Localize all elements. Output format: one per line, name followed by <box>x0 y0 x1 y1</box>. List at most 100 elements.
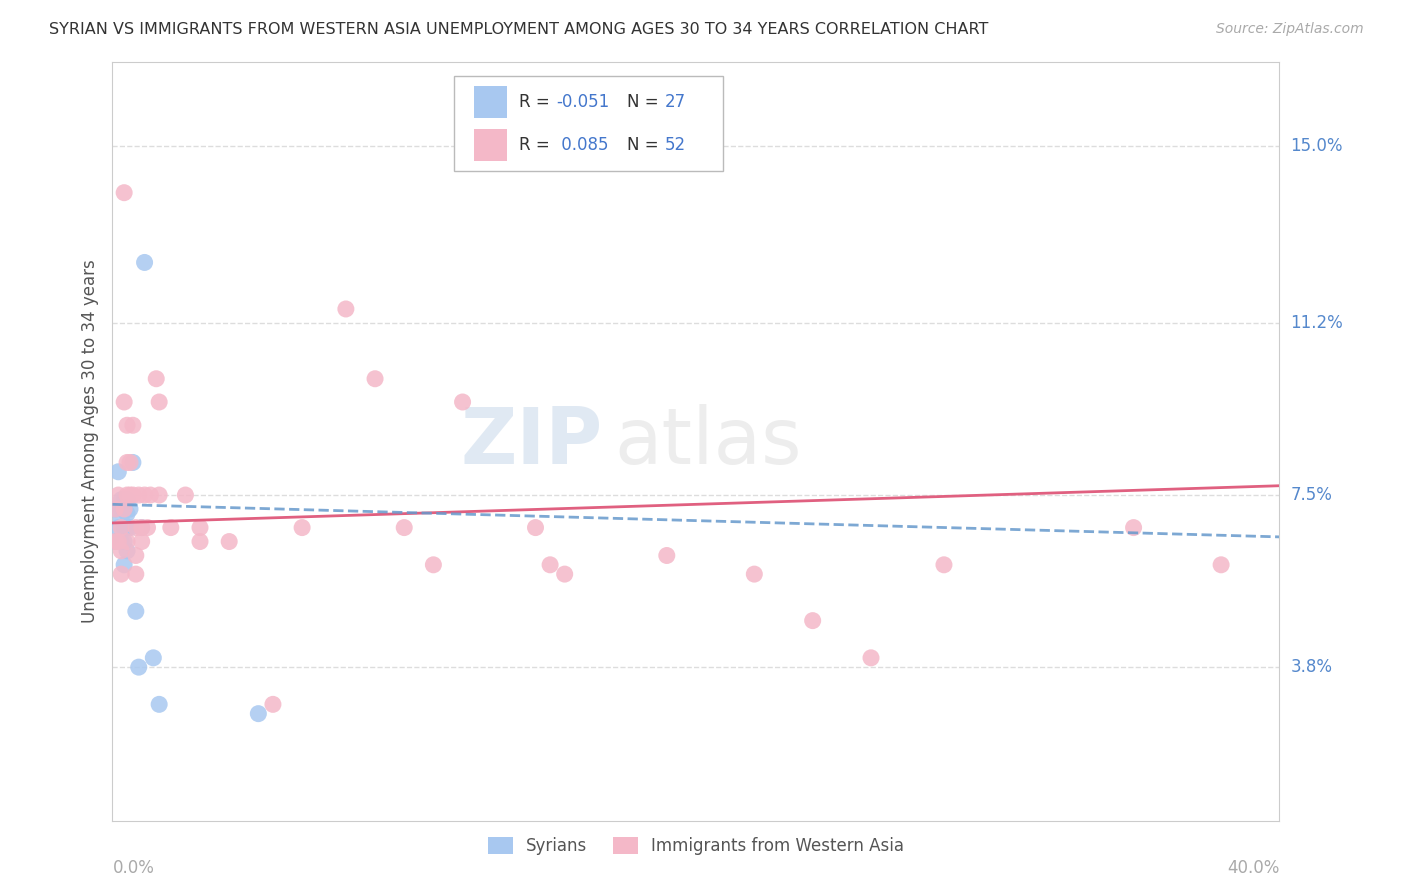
Point <box>112 558 135 572</box>
Y-axis label: Unemployment Among Ages 30 to 34 years: Unemployment Among Ages 30 to 34 years <box>80 260 98 624</box>
Point <box>112 534 135 549</box>
Point <box>160 520 183 534</box>
Point <box>128 660 150 674</box>
Point <box>125 549 148 563</box>
Point <box>932 558 955 572</box>
Point <box>139 488 162 502</box>
Point <box>122 455 145 469</box>
Point <box>134 488 156 502</box>
Point <box>115 507 138 521</box>
Point <box>218 534 240 549</box>
Point <box>131 534 153 549</box>
Point <box>554 567 576 582</box>
Point <box>118 488 141 502</box>
Point <box>115 455 138 469</box>
Point <box>110 492 132 507</box>
Point <box>262 698 284 712</box>
Point <box>110 520 132 534</box>
Point <box>122 488 145 502</box>
Point <box>174 488 197 502</box>
Text: 3.8%: 3.8% <box>1291 658 1333 676</box>
Point <box>801 614 824 628</box>
Point <box>107 488 129 502</box>
Point <box>110 567 132 582</box>
Point <box>112 502 135 516</box>
Text: 11.2%: 11.2% <box>1291 314 1343 332</box>
Text: -0.051: -0.051 <box>555 93 609 111</box>
Point <box>125 520 148 534</box>
Point <box>107 534 129 549</box>
Point <box>112 395 135 409</box>
Point <box>364 372 387 386</box>
Point <box>104 502 127 516</box>
FancyBboxPatch shape <box>474 86 508 118</box>
Point <box>110 502 132 516</box>
Text: 0.0%: 0.0% <box>112 858 155 877</box>
Point <box>655 549 678 563</box>
Legend: Syrians, Immigrants from Western Asia: Syrians, Immigrants from Western Asia <box>481 830 911 862</box>
Point <box>742 567 765 582</box>
Point <box>1122 520 1144 534</box>
Text: ZIP: ZIP <box>460 403 603 480</box>
Text: 27: 27 <box>665 93 686 111</box>
Text: atlas: atlas <box>614 403 801 480</box>
FancyBboxPatch shape <box>474 129 508 161</box>
Text: R =: R = <box>519 93 554 111</box>
Point <box>122 418 145 433</box>
Point <box>524 520 547 534</box>
Point <box>125 567 148 582</box>
Point <box>104 534 127 549</box>
Text: 52: 52 <box>665 136 686 154</box>
Point <box>145 372 167 386</box>
Text: Source: ZipAtlas.com: Source: ZipAtlas.com <box>1216 22 1364 37</box>
Point <box>134 255 156 269</box>
Point <box>112 186 135 200</box>
Text: R =: R = <box>519 136 554 154</box>
Point <box>112 520 135 534</box>
Point <box>115 418 138 433</box>
Point <box>148 698 170 712</box>
Point <box>136 520 159 534</box>
Text: N =: N = <box>627 136 664 154</box>
Point <box>104 534 127 549</box>
Text: 40.0%: 40.0% <box>1227 858 1279 877</box>
Point <box>142 650 165 665</box>
Point <box>115 488 138 502</box>
Point <box>107 520 129 534</box>
Point <box>148 395 170 409</box>
Point <box>112 502 135 516</box>
Point <box>110 511 132 525</box>
Point <box>112 492 135 507</box>
Point <box>128 488 150 502</box>
Point <box>125 604 148 618</box>
Point <box>131 520 153 534</box>
Point <box>451 395 474 409</box>
Point <box>104 502 127 516</box>
Point <box>394 520 416 534</box>
Point <box>335 301 357 316</box>
Point <box>538 558 561 572</box>
Point <box>118 520 141 534</box>
Point <box>247 706 270 721</box>
Point <box>1209 558 1232 572</box>
Point <box>115 492 138 507</box>
Point <box>118 502 141 516</box>
Point <box>115 534 138 549</box>
Point <box>110 544 132 558</box>
Point <box>188 534 211 549</box>
Point <box>188 520 211 534</box>
Point <box>107 465 129 479</box>
Point <box>115 520 138 534</box>
Text: SYRIAN VS IMMIGRANTS FROM WESTERN ASIA UNEMPLOYMENT AMONG AGES 30 TO 34 YEARS CO: SYRIAN VS IMMIGRANTS FROM WESTERN ASIA U… <box>49 22 988 37</box>
Point <box>291 520 314 534</box>
Point <box>118 455 141 469</box>
Point <box>148 488 170 502</box>
Text: 15.0%: 15.0% <box>1291 137 1343 155</box>
Point <box>131 520 153 534</box>
Text: 7.5%: 7.5% <box>1291 486 1333 504</box>
Point <box>860 650 883 665</box>
Point <box>110 534 132 549</box>
FancyBboxPatch shape <box>454 76 723 171</box>
Point <box>422 558 444 572</box>
Text: N =: N = <box>627 93 664 111</box>
